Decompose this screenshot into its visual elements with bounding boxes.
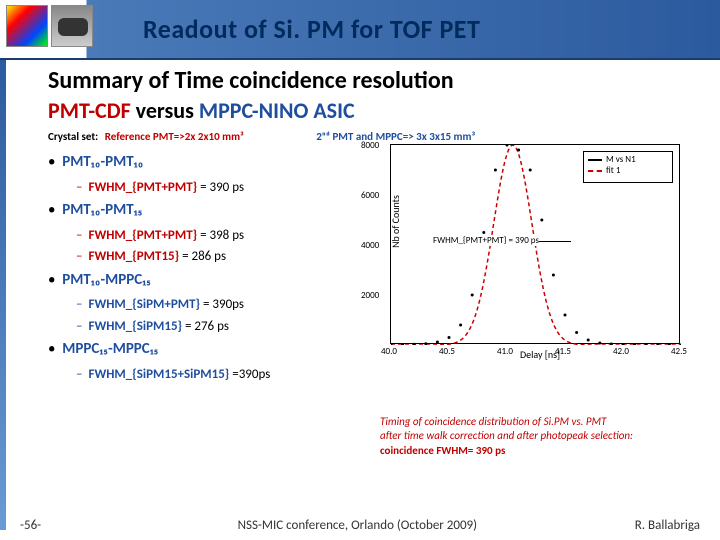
caption-line3: coincidence FWHM= 390 ps: [380, 444, 505, 457]
crystal-second: 2ⁿᵈ PMT and MPPC=> 3x 3x15 mm³: [316, 130, 475, 143]
y-tick: 2000: [361, 290, 379, 301]
logo-detector-icon: [51, 5, 93, 47]
summary-heading: Summary of Time coincidence resolution: [48, 66, 692, 95]
legend-label-1: fit 1: [606, 165, 620, 176]
subtitle-blue: MPPC-NINO ASIC: [199, 97, 355, 124]
x-tick: 40.0: [381, 346, 397, 357]
subtitle-red: PMT-CDF: [48, 97, 131, 124]
x-axis-label: Delay [ns]: [390, 348, 690, 361]
x-tick: 41.5: [555, 346, 571, 357]
crystal-label: Crystal set:: [48, 130, 98, 143]
legend-label-0: M vs N1: [606, 154, 636, 165]
coincidence-chart: M vs N1 fit 1 FWHM_{PMT+PMT} = 390 ps Nb…: [390, 144, 690, 374]
chart-legend: M vs N1 fit 1: [583, 151, 673, 183]
summary-subtitle: PMT-CDF versus MPPC-NINO ASIC: [48, 97, 692, 124]
crystal-ref: Reference PMT=>2x 2x10 mm³: [105, 130, 244, 143]
subtitle-black: versus: [136, 97, 194, 124]
y-tick: 8000: [361, 140, 379, 151]
logo-thermal-icon: [6, 5, 48, 47]
x-tick: 40.5: [439, 346, 455, 357]
y-axis-label: Nb of Counts: [389, 195, 402, 248]
caption-line2: after time walk correction and after pho…: [380, 429, 633, 442]
slide-content: Summary of Time coincidence resolution P…: [0, 60, 720, 510]
chart-caption: Timing of coincidence distribution of Si…: [380, 415, 690, 458]
x-tick: 42.5: [671, 346, 687, 357]
plot-area: M vs N1 fit 1 FWHM_{PMT+PMT} = 390 ps Nb…: [390, 144, 680, 344]
logo-group: [0, 5, 93, 53]
slide-header: Readout of Si. PM for TOF PET: [0, 0, 720, 60]
caption-line1: Timing of coincidence distribution of Si…: [380, 415, 606, 428]
conference-text: NSS-MIC conference, Orlando (October 200…: [80, 518, 635, 533]
fwhm-annotation: FWHM_{PMT+PMT} = 390 ps: [433, 235, 539, 246]
author-text: R. Ballabriga: [635, 518, 700, 533]
legend-fit: fit 1: [588, 165, 668, 176]
legend-data: M vs N1: [588, 154, 668, 165]
slide-footer: -56- NSS-MIC conference, Orlando (Octobe…: [0, 514, 720, 536]
y-tick: 6000: [361, 190, 379, 201]
x-tick: 41.0: [497, 346, 513, 357]
page-number: -56-: [20, 518, 80, 533]
slide-title: Readout of Si. PM for TOF PET: [143, 13, 480, 45]
y-tick: 4000: [361, 240, 379, 251]
x-tick: 42.0: [613, 346, 629, 357]
